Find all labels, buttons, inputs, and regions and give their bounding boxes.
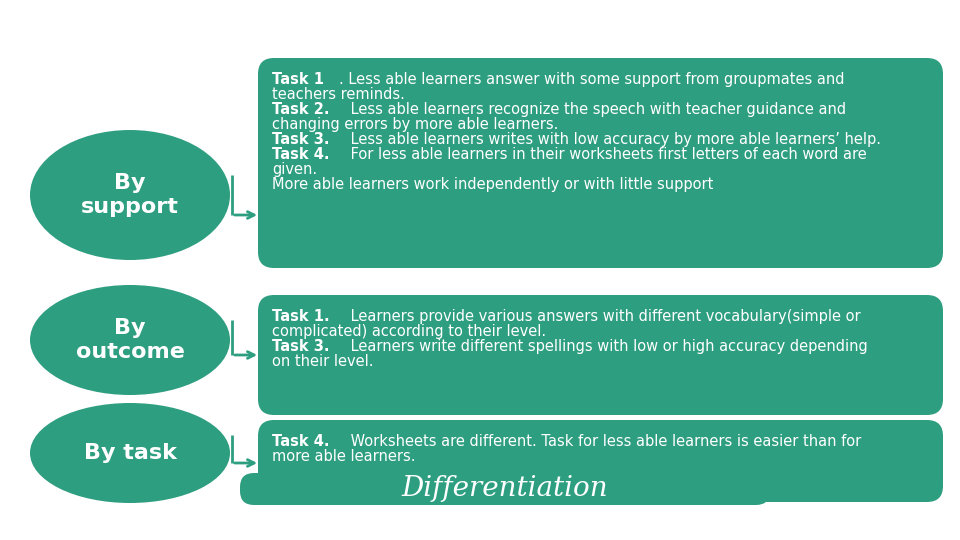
Text: Less able learners writes with low accuracy by more able learners’ help.: Less able learners writes with low accur… [347, 132, 881, 147]
Text: For less able learners in their worksheets first letters of each word are: For less able learners in their workshee… [347, 147, 867, 162]
Text: Task 1.: Task 1. [272, 309, 329, 324]
Text: Task 1: Task 1 [272, 72, 324, 87]
Text: Task 3.: Task 3. [272, 132, 329, 147]
Text: More able learners work independently or with little support: More able learners work independently or… [272, 177, 713, 192]
Ellipse shape [30, 285, 230, 395]
Text: Worksheets are different. Task for less able learners is easier than for: Worksheets are different. Task for less … [347, 434, 861, 449]
Text: Task 4.: Task 4. [272, 147, 329, 162]
Text: given.: given. [272, 162, 317, 177]
Text: Task 4.: Task 4. [272, 434, 329, 449]
FancyBboxPatch shape [258, 420, 943, 502]
FancyBboxPatch shape [258, 58, 943, 268]
Text: Task 3.: Task 3. [272, 339, 329, 354]
Text: Task 2.: Task 2. [272, 102, 329, 117]
Text: By
support: By support [81, 173, 179, 218]
Text: more able learners.: more able learners. [272, 449, 416, 464]
Text: teachers reminds.: teachers reminds. [272, 87, 405, 102]
Text: complicated) according to their level.: complicated) according to their level. [272, 324, 546, 339]
Text: By task: By task [84, 443, 177, 463]
Text: Learners provide various answers with different vocabulary(simple or: Learners provide various answers with di… [347, 309, 861, 324]
Text: Differentiation: Differentiation [401, 476, 609, 503]
Ellipse shape [30, 130, 230, 260]
Text: changing errors by more able learners.: changing errors by more able learners. [272, 117, 559, 132]
FancyBboxPatch shape [258, 295, 943, 415]
Text: on their level.: on their level. [272, 354, 373, 369]
Text: By
outcome: By outcome [76, 318, 184, 362]
FancyBboxPatch shape [240, 473, 770, 505]
Text: Less able learners recognize the speech with teacher guidance and: Less able learners recognize the speech … [347, 102, 847, 117]
Text: . Less able learners answer with some support from groupmates and: . Less able learners answer with some su… [339, 72, 845, 87]
Text: Learners write different spellings with low or high accuracy depending: Learners write different spellings with … [347, 339, 868, 354]
Ellipse shape [30, 403, 230, 503]
